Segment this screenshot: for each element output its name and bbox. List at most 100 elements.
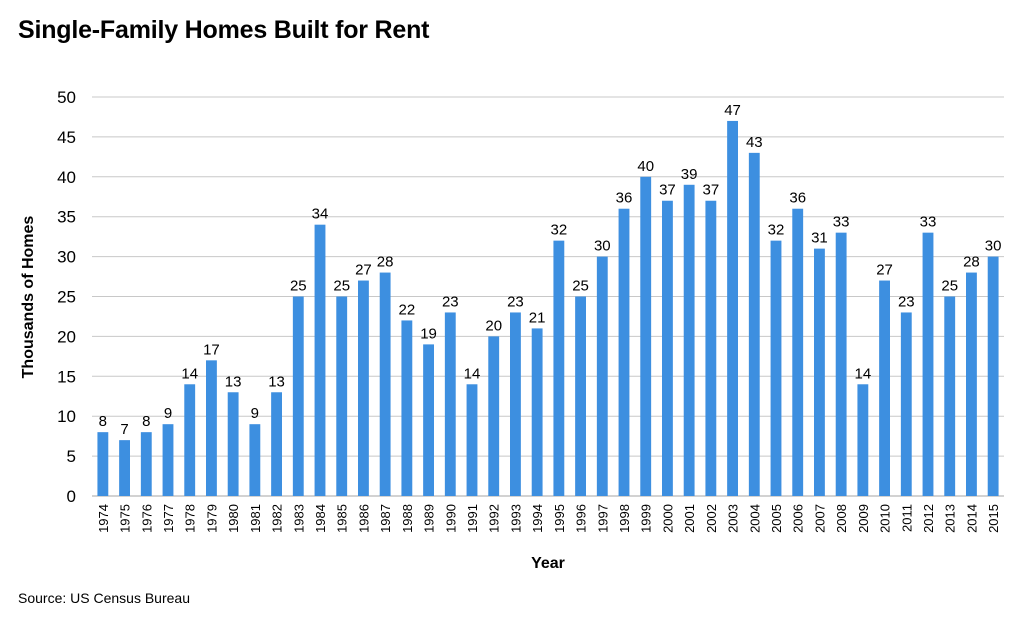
bar-1977 xyxy=(162,424,174,496)
y-tick-label: 45 xyxy=(57,128,76,147)
data-label-2005: 32 xyxy=(768,222,785,239)
x-tick-label-1990: 1990 xyxy=(443,504,458,533)
x-tick-label-1992: 1992 xyxy=(487,504,502,533)
data-label-2013: 25 xyxy=(941,278,958,295)
bars xyxy=(97,120,999,497)
x-tick-label-1981: 1981 xyxy=(248,504,263,533)
bar-1981 xyxy=(249,424,261,496)
data-label-2008: 33 xyxy=(833,214,850,231)
x-tick-label-2010: 2010 xyxy=(878,504,893,533)
y-axis-tick-labels: 0 5 10 15 20 25 30 35 40 45 50 xyxy=(57,88,76,506)
bar-1994 xyxy=(531,328,543,496)
bar-1976 xyxy=(140,432,152,496)
data-label-1988: 22 xyxy=(399,301,416,318)
data-label-2007: 31 xyxy=(811,230,828,247)
bar-1982 xyxy=(271,392,282,496)
data-label-1994: 21 xyxy=(529,309,546,326)
bar-1997 xyxy=(596,256,608,496)
bar-1995 xyxy=(553,240,565,496)
data-label-1981: 9 xyxy=(251,405,259,422)
data-label-1979: 17 xyxy=(203,341,220,358)
x-tick-label-1998: 1998 xyxy=(617,504,632,533)
data-label-1997: 30 xyxy=(594,238,611,255)
data-label-2009: 14 xyxy=(855,365,872,382)
bar-2013 xyxy=(944,296,956,496)
bar-1986 xyxy=(358,280,369,496)
bar-2014 xyxy=(966,272,977,496)
x-tick-label-2005: 2005 xyxy=(769,504,784,533)
bar-2015 xyxy=(987,256,999,496)
data-label-1987: 28 xyxy=(377,254,394,271)
y-tick-label: 15 xyxy=(57,367,76,386)
data-label-2003: 47 xyxy=(724,102,741,119)
x-tick-label-2007: 2007 xyxy=(812,504,827,533)
bar-1974 xyxy=(97,432,109,496)
x-tick-label-1996: 1996 xyxy=(574,504,589,533)
data-label-1996: 25 xyxy=(572,278,589,295)
bar-2002 xyxy=(705,200,717,497)
x-tick-label-2002: 2002 xyxy=(704,504,719,533)
data-label-1983: 25 xyxy=(290,278,307,295)
data-label-1975: 7 xyxy=(120,421,128,438)
bar-2009 xyxy=(857,384,869,496)
bar-1990 xyxy=(444,312,456,496)
bar-2004 xyxy=(748,152,760,497)
data-label-2012: 33 xyxy=(920,214,937,231)
bar-2007 xyxy=(814,248,825,496)
source-note: Source: US Census Bureau xyxy=(18,590,190,606)
y-tick-label: 10 xyxy=(57,407,76,426)
bar-1999 xyxy=(640,176,652,497)
grid-lines xyxy=(92,96,1004,497)
x-tick-label-1991: 1991 xyxy=(465,504,480,533)
data-label-1974: 8 xyxy=(99,413,107,430)
data-label-2002: 37 xyxy=(703,182,720,199)
x-tick-label-1994: 1994 xyxy=(530,504,545,533)
data-label-2006: 36 xyxy=(789,190,806,207)
x-tick-label-1982: 1982 xyxy=(270,504,285,533)
bar-1978 xyxy=(184,384,196,496)
data-label-1999: 40 xyxy=(637,158,654,175)
y-tick-label: 30 xyxy=(57,248,76,267)
y-tick-label: 20 xyxy=(57,327,76,346)
data-label-1991: 14 xyxy=(464,365,481,382)
x-tick-label-1988: 1988 xyxy=(400,504,415,533)
bar-2012 xyxy=(922,232,934,496)
data-label-1995: 32 xyxy=(551,222,568,239)
y-tick-label: 25 xyxy=(57,288,76,307)
bar-2010 xyxy=(879,280,890,496)
data-label-2014: 28 xyxy=(963,254,980,271)
x-tick-label-2004: 2004 xyxy=(747,504,762,533)
y-tick-label: 50 xyxy=(57,88,76,107)
data-label-1985: 25 xyxy=(333,278,350,295)
data-label-2011: 23 xyxy=(898,293,915,310)
x-tick-label-1983: 1983 xyxy=(291,504,306,533)
data-label-1990: 23 xyxy=(442,293,459,310)
y-tick-label: 35 xyxy=(57,208,76,227)
data-label-1978: 14 xyxy=(181,365,198,382)
x-tick-label-2003: 2003 xyxy=(726,504,741,533)
x-tick-label-1974: 1974 xyxy=(96,504,111,533)
x-tick-label-1987: 1987 xyxy=(378,504,393,533)
data-label-1977: 9 xyxy=(164,405,172,422)
bar-2000 xyxy=(662,200,673,497)
data-label-1982: 13 xyxy=(268,373,285,390)
chart-title: Single-Family Homes Built for Rent xyxy=(18,16,430,44)
data-label-2001: 39 xyxy=(681,166,698,183)
y-tick-label: 5 xyxy=(67,447,76,466)
x-tick-label-1999: 1999 xyxy=(639,504,654,533)
x-tick-label-2014: 2014 xyxy=(964,504,979,533)
bar-1992 xyxy=(488,336,500,496)
bar-1985 xyxy=(336,296,348,496)
bar-1979 xyxy=(206,360,217,496)
x-tick-label-2008: 2008 xyxy=(834,504,849,533)
x-tick-label-1979: 1979 xyxy=(204,504,219,533)
y-tick-label: 0 xyxy=(67,487,76,506)
x-tick-label-1986: 1986 xyxy=(356,504,371,533)
bar-2003 xyxy=(727,120,738,496)
bar-1980 xyxy=(227,392,239,496)
x-tick-label-2011: 2011 xyxy=(899,504,914,532)
y-axis-title: Thousands of Homes xyxy=(20,216,37,379)
bar-2006 xyxy=(792,208,804,496)
bar-1989 xyxy=(423,344,434,496)
